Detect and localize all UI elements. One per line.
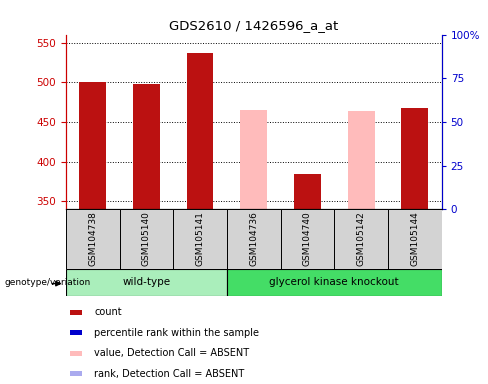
Bar: [281, 209, 334, 269]
Bar: [388, 209, 442, 269]
Text: GSM105142: GSM105142: [357, 212, 366, 266]
Text: genotype/variation: genotype/variation: [5, 278, 91, 287]
Text: wild-type: wild-type: [122, 277, 170, 287]
Bar: [66, 269, 227, 296]
Bar: [133, 84, 160, 209]
Bar: [227, 209, 281, 269]
Text: GSM104740: GSM104740: [303, 212, 312, 266]
Bar: [70, 330, 82, 335]
Text: GSM104736: GSM104736: [249, 212, 258, 266]
Bar: [227, 269, 442, 296]
Text: value, Detection Call = ABSENT: value, Detection Call = ABSENT: [94, 348, 249, 358]
Bar: [66, 209, 120, 269]
Bar: [80, 82, 106, 209]
Text: GSM105140: GSM105140: [142, 212, 151, 266]
Bar: [70, 371, 82, 376]
Text: GSM105141: GSM105141: [196, 212, 204, 266]
Text: count: count: [94, 307, 122, 317]
Text: GSM104738: GSM104738: [88, 212, 97, 266]
Title: GDS2610 / 1426596_a_at: GDS2610 / 1426596_a_at: [169, 19, 338, 32]
Bar: [334, 209, 388, 269]
Bar: [241, 110, 267, 209]
Text: rank, Detection Call = ABSENT: rank, Detection Call = ABSENT: [94, 369, 244, 379]
Bar: [70, 310, 82, 315]
Bar: [401, 108, 428, 209]
Bar: [347, 111, 375, 209]
Bar: [120, 209, 173, 269]
Text: GSM105144: GSM105144: [410, 212, 419, 266]
Bar: [187, 53, 214, 209]
Text: glycerol kinase knockout: glycerol kinase knockout: [269, 277, 399, 287]
Bar: [173, 209, 227, 269]
Bar: [294, 174, 321, 209]
Text: percentile rank within the sample: percentile rank within the sample: [94, 328, 259, 338]
Bar: [70, 351, 82, 356]
